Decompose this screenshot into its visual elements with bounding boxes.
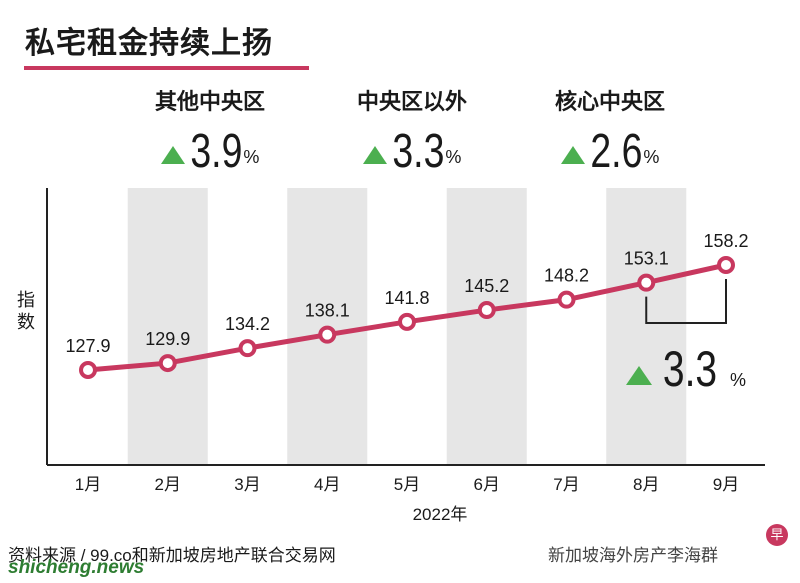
data-point bbox=[637, 273, 656, 292]
title-underline bbox=[24, 66, 309, 70]
data-point bbox=[557, 290, 576, 309]
stat-outside-central: 中央区以外 3.3 % bbox=[312, 84, 512, 176]
stat-value: 3.9 bbox=[189, 125, 243, 178]
stat-unit: % bbox=[445, 147, 462, 167]
y-axis-label: 数 bbox=[17, 312, 35, 332]
x-tick-label: 9月 bbox=[713, 475, 739, 494]
stat-label: 其他中央区 bbox=[154, 89, 265, 114]
data-point bbox=[158, 354, 177, 373]
y-axis-label: 指 bbox=[17, 290, 35, 310]
x-tick-label: 6月 bbox=[474, 475, 500, 494]
data-label: 148.2 bbox=[544, 266, 589, 286]
stat-value: 2.6 bbox=[589, 125, 643, 178]
stat-other-central: 其他中央区 3.9 % bbox=[110, 84, 310, 176]
stat-label: 核心中央区 bbox=[554, 89, 665, 114]
stat-label: 中央区以外 bbox=[356, 89, 467, 114]
data-label: 129.9 bbox=[145, 329, 190, 349]
data-label: 153.1 bbox=[624, 249, 669, 269]
brand-logo-icon: 早 bbox=[766, 524, 788, 546]
annotation-unit: % bbox=[730, 370, 746, 390]
stat-value: 3.3 bbox=[391, 125, 445, 178]
data-label: 127.9 bbox=[65, 336, 110, 356]
x-tick-label: 3月 bbox=[234, 475, 260, 494]
column-band bbox=[127, 188, 208, 465]
data-point bbox=[717, 256, 735, 274]
data-label: 145.2 bbox=[464, 276, 509, 296]
stat-unit: % bbox=[243, 147, 260, 167]
data-label: 141.8 bbox=[384, 288, 429, 308]
annotation-bracket bbox=[645, 279, 727, 324]
x-tick-label: 7月 bbox=[553, 475, 579, 494]
x-tick-label: 1月 bbox=[75, 475, 101, 494]
annotation-value: 3.3 bbox=[663, 340, 717, 397]
data-point bbox=[79, 361, 97, 379]
data-label: 134.2 bbox=[225, 314, 270, 334]
watermark: shicheng.news bbox=[8, 557, 145, 578]
source-note: 资料来源 / 99.co和新加坡房地产联合交易网 bbox=[8, 546, 336, 565]
x-tick-label: 5月 bbox=[394, 475, 420, 494]
data-point bbox=[238, 339, 257, 358]
column-band bbox=[446, 188, 527, 465]
up-arrow-icon bbox=[560, 146, 585, 164]
data-label: 138.1 bbox=[305, 301, 350, 321]
column-band bbox=[606, 188, 687, 465]
data-point bbox=[398, 312, 416, 331]
data-point bbox=[477, 301, 496, 320]
brand-label: 新加坡海外房产李海群 bbox=[548, 546, 718, 565]
stat-core-central: 核心中央区 2.6 % bbox=[510, 84, 710, 176]
x-tick-label: 2月 bbox=[155, 475, 181, 494]
stat-unit: % bbox=[643, 147, 660, 167]
data-label: 158.2 bbox=[703, 231, 748, 251]
up-arrow-icon bbox=[160, 146, 185, 164]
x-tick-label: 8月 bbox=[633, 475, 659, 494]
x-tick-label: 4月 bbox=[314, 475, 340, 494]
x-axis-label: 2022年 bbox=[413, 505, 468, 524]
data-point bbox=[318, 325, 337, 344]
up-arrow-icon bbox=[626, 366, 652, 385]
chart-title: 私宅租金持续上扬 bbox=[25, 27, 273, 60]
up-arrow-icon bbox=[362, 146, 387, 164]
